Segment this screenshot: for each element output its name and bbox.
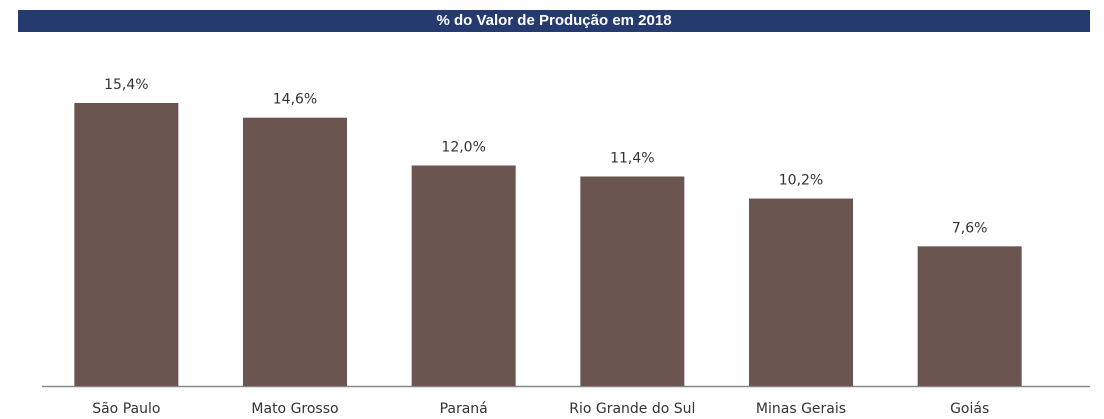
value-label: 7,6% [952, 220, 988, 236]
title-bar [18, 10, 1090, 32]
value-label: 14,6% [273, 92, 317, 108]
bar [411, 165, 516, 386]
category-label: São Paulo [92, 401, 160, 417]
category-label: Mato Grosso [251, 401, 338, 417]
value-label: 10,2% [779, 173, 823, 189]
category-label: Rio Grande do Sul [569, 401, 695, 417]
category-label: Minas Gerais [756, 401, 846, 417]
category-label: Goiás [950, 401, 989, 417]
bar [749, 198, 853, 386]
category-label: Paraná [440, 401, 488, 417]
value-label: 15,4% [104, 77, 148, 93]
bar [917, 246, 1022, 386]
value-label: 11,4% [610, 151, 654, 167]
chart-title: % do Valor de Produção em 2018 [436, 12, 671, 29]
bar [74, 103, 179, 386]
bar [243, 117, 347, 387]
bar [580, 176, 685, 386]
value-label: 12,0% [441, 139, 485, 155]
